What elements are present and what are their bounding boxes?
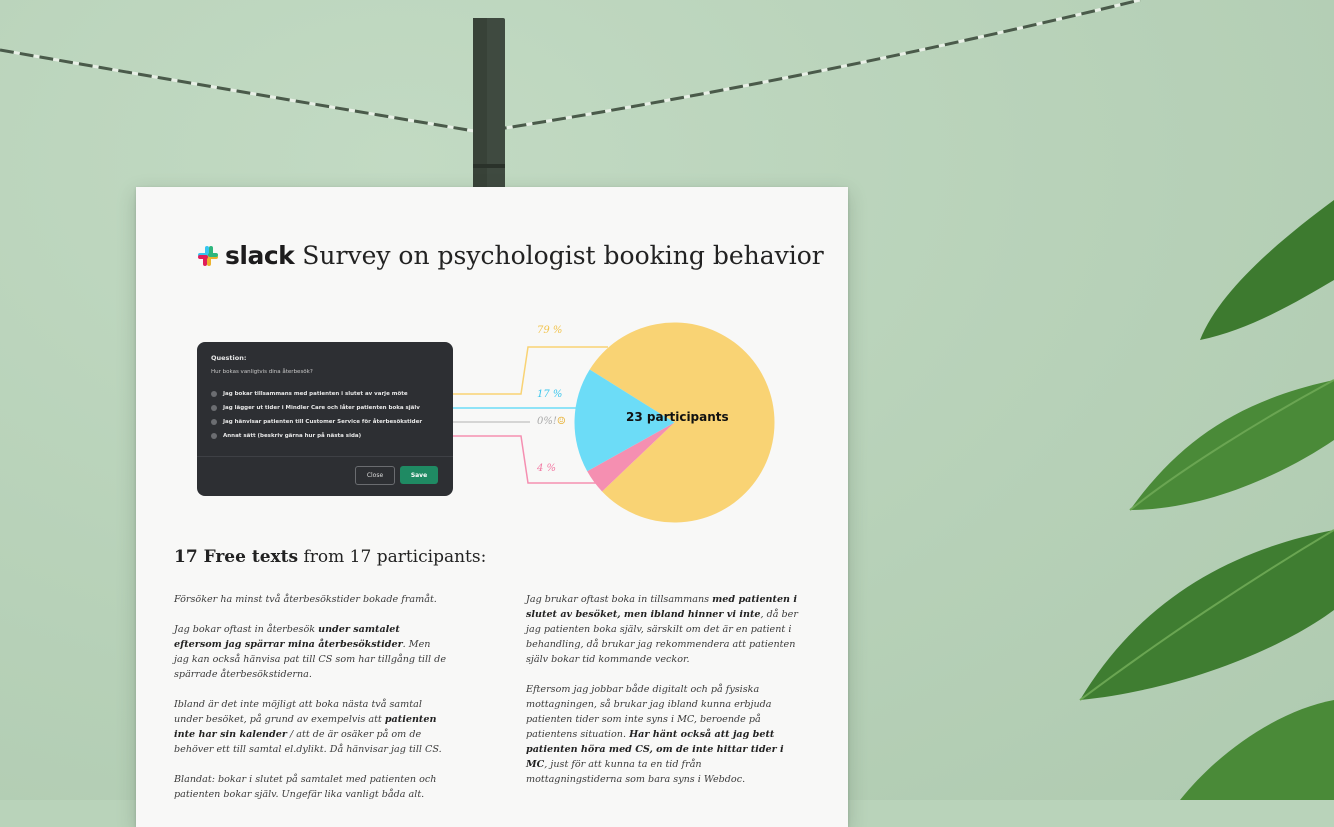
emphasis-text: under samtalet eftersom jag spärrar mina… xyxy=(174,624,403,650)
option-3-label: Jag hänvisar patienten till Customer Ser… xyxy=(223,419,423,425)
slice-label-17: 17 % xyxy=(537,389,563,400)
body-text: Jag brukar oftast boka in tillsammans xyxy=(526,594,713,605)
dialog-divider xyxy=(197,456,453,457)
pie-slice-17 xyxy=(574,369,675,472)
slice-label-0: 0%!☺ xyxy=(537,416,566,427)
free-texts-heading: 17 Free texts from 17 participants: xyxy=(174,547,486,567)
left-paragraph: Blandat: bokar i slutet på samtalet med … xyxy=(174,772,446,802)
body-text: , då ber jag patienten boka själv, särsk… xyxy=(526,609,798,665)
body-text: Jag bokar oftast in återbesök xyxy=(174,624,319,635)
slice-label-0-text: 0%! xyxy=(537,416,557,427)
left-paragraph: Jag bokar oftast in återbesök under samt… xyxy=(174,622,446,682)
left-paragraph: Försöker ha minst två återbesökstider bo… xyxy=(174,592,446,607)
body-text: Eftersom jag jobbar både digitalt och på… xyxy=(526,684,772,740)
free-texts-heading-bold: 17 Free texts xyxy=(174,547,299,567)
page-title: Survey on psychologist booking behavior xyxy=(302,241,824,270)
body-text: Försöker ha minst två återbesökstider bo… xyxy=(174,594,437,605)
question-text: Hur bokas vanligtvis dina återbesök? xyxy=(211,369,313,375)
emphasis-text: med patienten i slutet av besöket, men i… xyxy=(526,594,798,620)
slack-wordmark: slack xyxy=(225,241,295,270)
right-paragraph: Eftersom jag jobbar både digitalt och på… xyxy=(526,682,798,787)
radio-icon[interactable] xyxy=(211,391,217,397)
option-2-label: Jag lägger ut tider i Mindler Care och l… xyxy=(223,405,420,411)
pie-slice-79 xyxy=(589,322,775,523)
left-paragraph: Ibland är det inte möjligt att boka näst… xyxy=(174,697,446,757)
emphasis-text: patienten inte har sin kalender xyxy=(174,714,437,740)
question-label: Question: xyxy=(211,354,247,362)
option-3[interactable]: Jag hänvisar patienten till Customer Ser… xyxy=(211,419,422,425)
body-text: Blandat: bokar i slutet på samtalet med … xyxy=(174,774,437,800)
emphasis-text: Har hänt också att jag bett patienten hö… xyxy=(526,729,784,770)
right-paragraph: Jag brukar oftast boka in tillsammans me… xyxy=(526,592,798,667)
radio-icon[interactable] xyxy=(211,405,217,411)
option-4-label: Annat sätt (beskriv gärna hur på nästa s… xyxy=(223,433,362,439)
plant-leaves xyxy=(1079,200,1334,800)
option-2[interactable]: Jag lägger ut tider i Mindler Care och l… xyxy=(211,405,420,411)
document-header: slack Survey on psychologist booking beh… xyxy=(196,241,824,270)
pie-chart xyxy=(574,322,775,523)
option-1[interactable]: Jag bokar tillsammans med patienten i sl… xyxy=(211,391,408,397)
slack-logo: slack xyxy=(196,241,295,270)
free-texts-right-column: Jag brukar oftast boka in tillsammans me… xyxy=(526,592,798,802)
radio-icon[interactable] xyxy=(211,419,217,425)
twine-rope xyxy=(0,0,1141,134)
pie-center-label: 23 participants xyxy=(626,410,729,424)
slice-label-79: 79 % xyxy=(537,325,563,336)
slack-hash-icon xyxy=(198,245,218,266)
option-1-label: Jag bokar tillsammans med patienten i sl… xyxy=(223,391,408,397)
pie-slice-4 xyxy=(587,422,675,492)
survey-paper: slack Survey on psychologist booking beh… xyxy=(136,187,848,827)
body-text: / att de är osäker på om de behöver ett … xyxy=(174,729,442,755)
thinking-emoji-icon: ☺ xyxy=(556,416,566,427)
radio-icon[interactable] xyxy=(211,433,217,439)
slack-poll-dialog: Question: Hur bokas vanligtvis dina åter… xyxy=(197,342,453,496)
free-texts-heading-rest: from 17 participants: xyxy=(298,547,487,567)
body-text: Ibland är det inte möjligt att boka näst… xyxy=(174,699,422,725)
body-text: . Men jag kan också hänvisa pat till CS … xyxy=(174,639,446,680)
slice-label-4: 4 % xyxy=(537,463,557,474)
free-texts-left-column: Försöker ha minst två återbesökstider bo… xyxy=(174,592,446,817)
save-button[interactable]: Save xyxy=(400,466,438,484)
close-button[interactable]: Close xyxy=(355,466,395,485)
option-4[interactable]: Annat sätt (beskriv gärna hur på nästa s… xyxy=(211,433,361,439)
body-text: , just för att kunna ta en tid från mott… xyxy=(526,759,746,785)
